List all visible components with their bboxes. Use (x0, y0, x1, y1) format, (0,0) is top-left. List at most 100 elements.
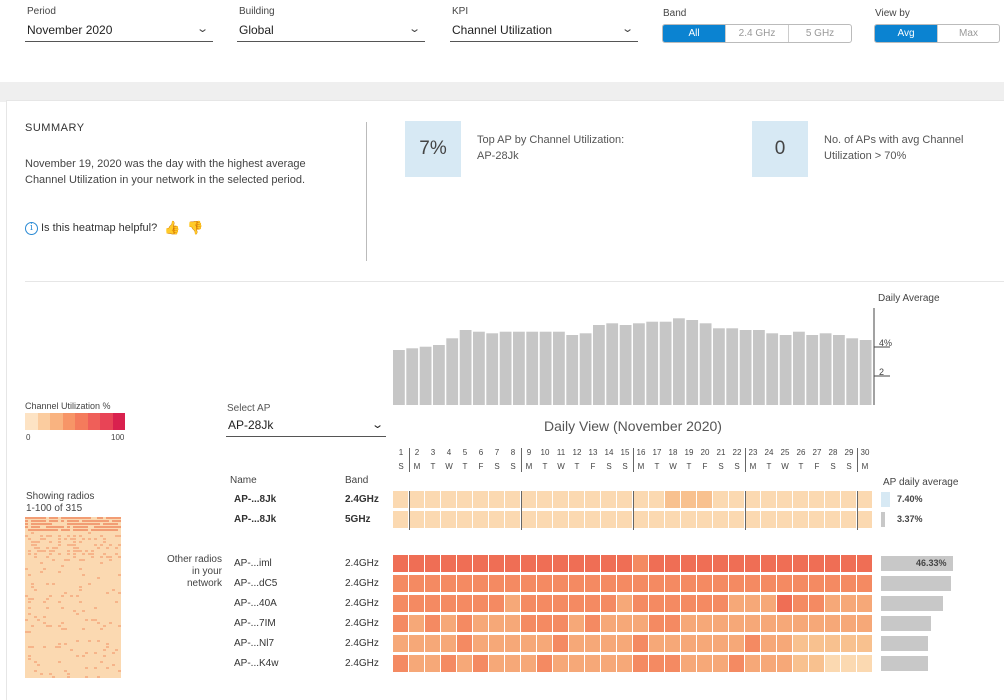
heatmap-cell[interactable] (393, 555, 409, 572)
daily-average-bar[interactable] (459, 330, 472, 405)
heatmap-cell[interactable] (649, 615, 665, 632)
heatmap-cell[interactable] (409, 655, 425, 672)
heatmap-cell[interactable] (441, 555, 457, 572)
heatmap-cell[interactable] (393, 491, 409, 508)
heatmap-cell[interactable] (681, 511, 697, 528)
heatmap-cell[interactable] (761, 511, 777, 528)
heatmap-cell[interactable] (745, 491, 761, 508)
heatmap-cell[interactable] (761, 555, 777, 572)
heatmap-cell[interactable] (489, 555, 505, 572)
heatmap-cell[interactable] (617, 655, 633, 672)
heatmap-cell[interactable] (617, 575, 633, 592)
heatmap-cell[interactable] (601, 511, 617, 528)
table-row[interactable]: AP-...7IM 2.4GHz (230, 615, 385, 633)
heatmap-cell[interactable] (713, 655, 729, 672)
heatmap-cell[interactable] (521, 575, 537, 592)
heatmap-cell[interactable] (777, 575, 793, 592)
heatmap-cell[interactable] (793, 491, 809, 508)
heatmap-cell[interactable] (857, 595, 873, 612)
heatmap-cell[interactable] (841, 635, 857, 652)
heatmap-cell[interactable] (857, 635, 873, 652)
heatmap-cell[interactable] (425, 511, 441, 528)
heatmap-cell[interactable] (585, 615, 601, 632)
daily-average-bar[interactable] (833, 335, 845, 405)
heatmap-cell[interactable] (777, 655, 793, 672)
heatmap-cell[interactable] (761, 635, 777, 652)
table-row[interactable]: AP-...8Jk 5GHz (230, 511, 385, 529)
heatmap-cell[interactable] (457, 555, 473, 572)
heatmap-cell[interactable] (505, 511, 521, 528)
heatmap-cell[interactable] (729, 595, 745, 612)
daily-average-bar[interactable] (553, 331, 565, 405)
heatmap-cell[interactable] (825, 511, 841, 528)
heatmap-cell[interactable] (681, 595, 697, 612)
heatmap-cell[interactable] (857, 615, 873, 632)
heatmap-cell[interactable] (633, 491, 649, 508)
heatmap-cell[interactable] (809, 491, 825, 508)
daily-average-bar[interactable] (846, 338, 859, 405)
heatmap-cell[interactable] (457, 491, 473, 508)
heatmap-cell[interactable] (617, 595, 633, 612)
heatmap-cell[interactable] (777, 635, 793, 652)
heatmap-cell[interactable] (697, 555, 713, 572)
heatmap-cell[interactable] (521, 511, 537, 528)
heatmap-cell[interactable] (553, 635, 569, 652)
daily-average-bar[interactable] (819, 333, 832, 405)
heatmap-cell[interactable] (825, 615, 841, 632)
heatmap-cell[interactable] (633, 595, 649, 612)
daily-average-bar[interactable] (806, 335, 819, 405)
heatmap-cell[interactable] (585, 511, 601, 528)
heatmap-cell[interactable] (601, 555, 617, 572)
heatmap-cell[interactable] (457, 511, 473, 528)
heatmap-cell[interactable] (457, 575, 473, 592)
heatmap-cell[interactable] (617, 615, 633, 632)
building-dropdown[interactable]: Global ⌄ (237, 20, 425, 42)
heatmap-cell[interactable] (745, 655, 761, 672)
heatmap-cell[interactable] (761, 615, 777, 632)
heatmap-cell[interactable] (697, 575, 713, 592)
heatmap-cell[interactable] (569, 491, 585, 508)
heatmap-cell[interactable] (665, 655, 681, 672)
daily-average-bar[interactable] (779, 335, 792, 405)
heatmap-cell[interactable] (713, 511, 729, 528)
band-all-button[interactable]: All (663, 25, 726, 42)
heatmap-cell[interactable] (393, 595, 409, 612)
heatmap-cell[interactable] (617, 491, 633, 508)
heatmap-cell[interactable] (473, 511, 489, 528)
heatmap-cell[interactable] (841, 595, 857, 612)
heatmap-cell[interactable] (425, 555, 441, 572)
heatmap-cell[interactable] (857, 511, 873, 528)
heatmap-cell[interactable] (585, 575, 601, 592)
heatmap-cell[interactable] (425, 575, 441, 592)
heatmap-cell[interactable] (521, 615, 537, 632)
daily-average-bar[interactable] (726, 328, 739, 405)
heatmap-cell[interactable] (569, 635, 585, 652)
heatmap-cell[interactable] (649, 635, 665, 652)
heatmap-cell[interactable] (793, 655, 809, 672)
table-row[interactable]: AP-...Nl7 2.4GHz (230, 635, 385, 653)
heatmap-cell[interactable] (809, 615, 825, 632)
heatmap-cell[interactable] (841, 575, 857, 592)
heatmap-cell[interactable] (745, 575, 761, 592)
heatmap-cell[interactable] (601, 635, 617, 652)
heatmap-cell[interactable] (585, 491, 601, 508)
heatmap-cell[interactable] (761, 491, 777, 508)
heatmap-cell[interactable] (633, 555, 649, 572)
heatmap-cell[interactable] (617, 511, 633, 528)
heatmap-cell[interactable] (505, 555, 521, 572)
daily-average-bar[interactable] (739, 330, 752, 405)
heatmap-cell[interactable] (601, 491, 617, 508)
heatmap-cell[interactable] (697, 491, 713, 508)
view-by-avg-button[interactable]: Avg (875, 25, 938, 42)
heatmap-cell[interactable] (825, 655, 841, 672)
heatmap-cell[interactable] (633, 655, 649, 672)
heatmap-cell[interactable] (793, 615, 809, 632)
heatmap-cell[interactable] (553, 615, 569, 632)
heatmap-cell[interactable] (729, 635, 745, 652)
radios-minimap[interactable] (25, 517, 121, 678)
heatmap-cell[interactable] (649, 511, 665, 528)
heatmap-cell[interactable] (505, 615, 521, 632)
heatmap-cell[interactable] (857, 491, 873, 508)
heatmap-cell[interactable] (537, 595, 553, 612)
heatmap-cell[interactable] (601, 615, 617, 632)
